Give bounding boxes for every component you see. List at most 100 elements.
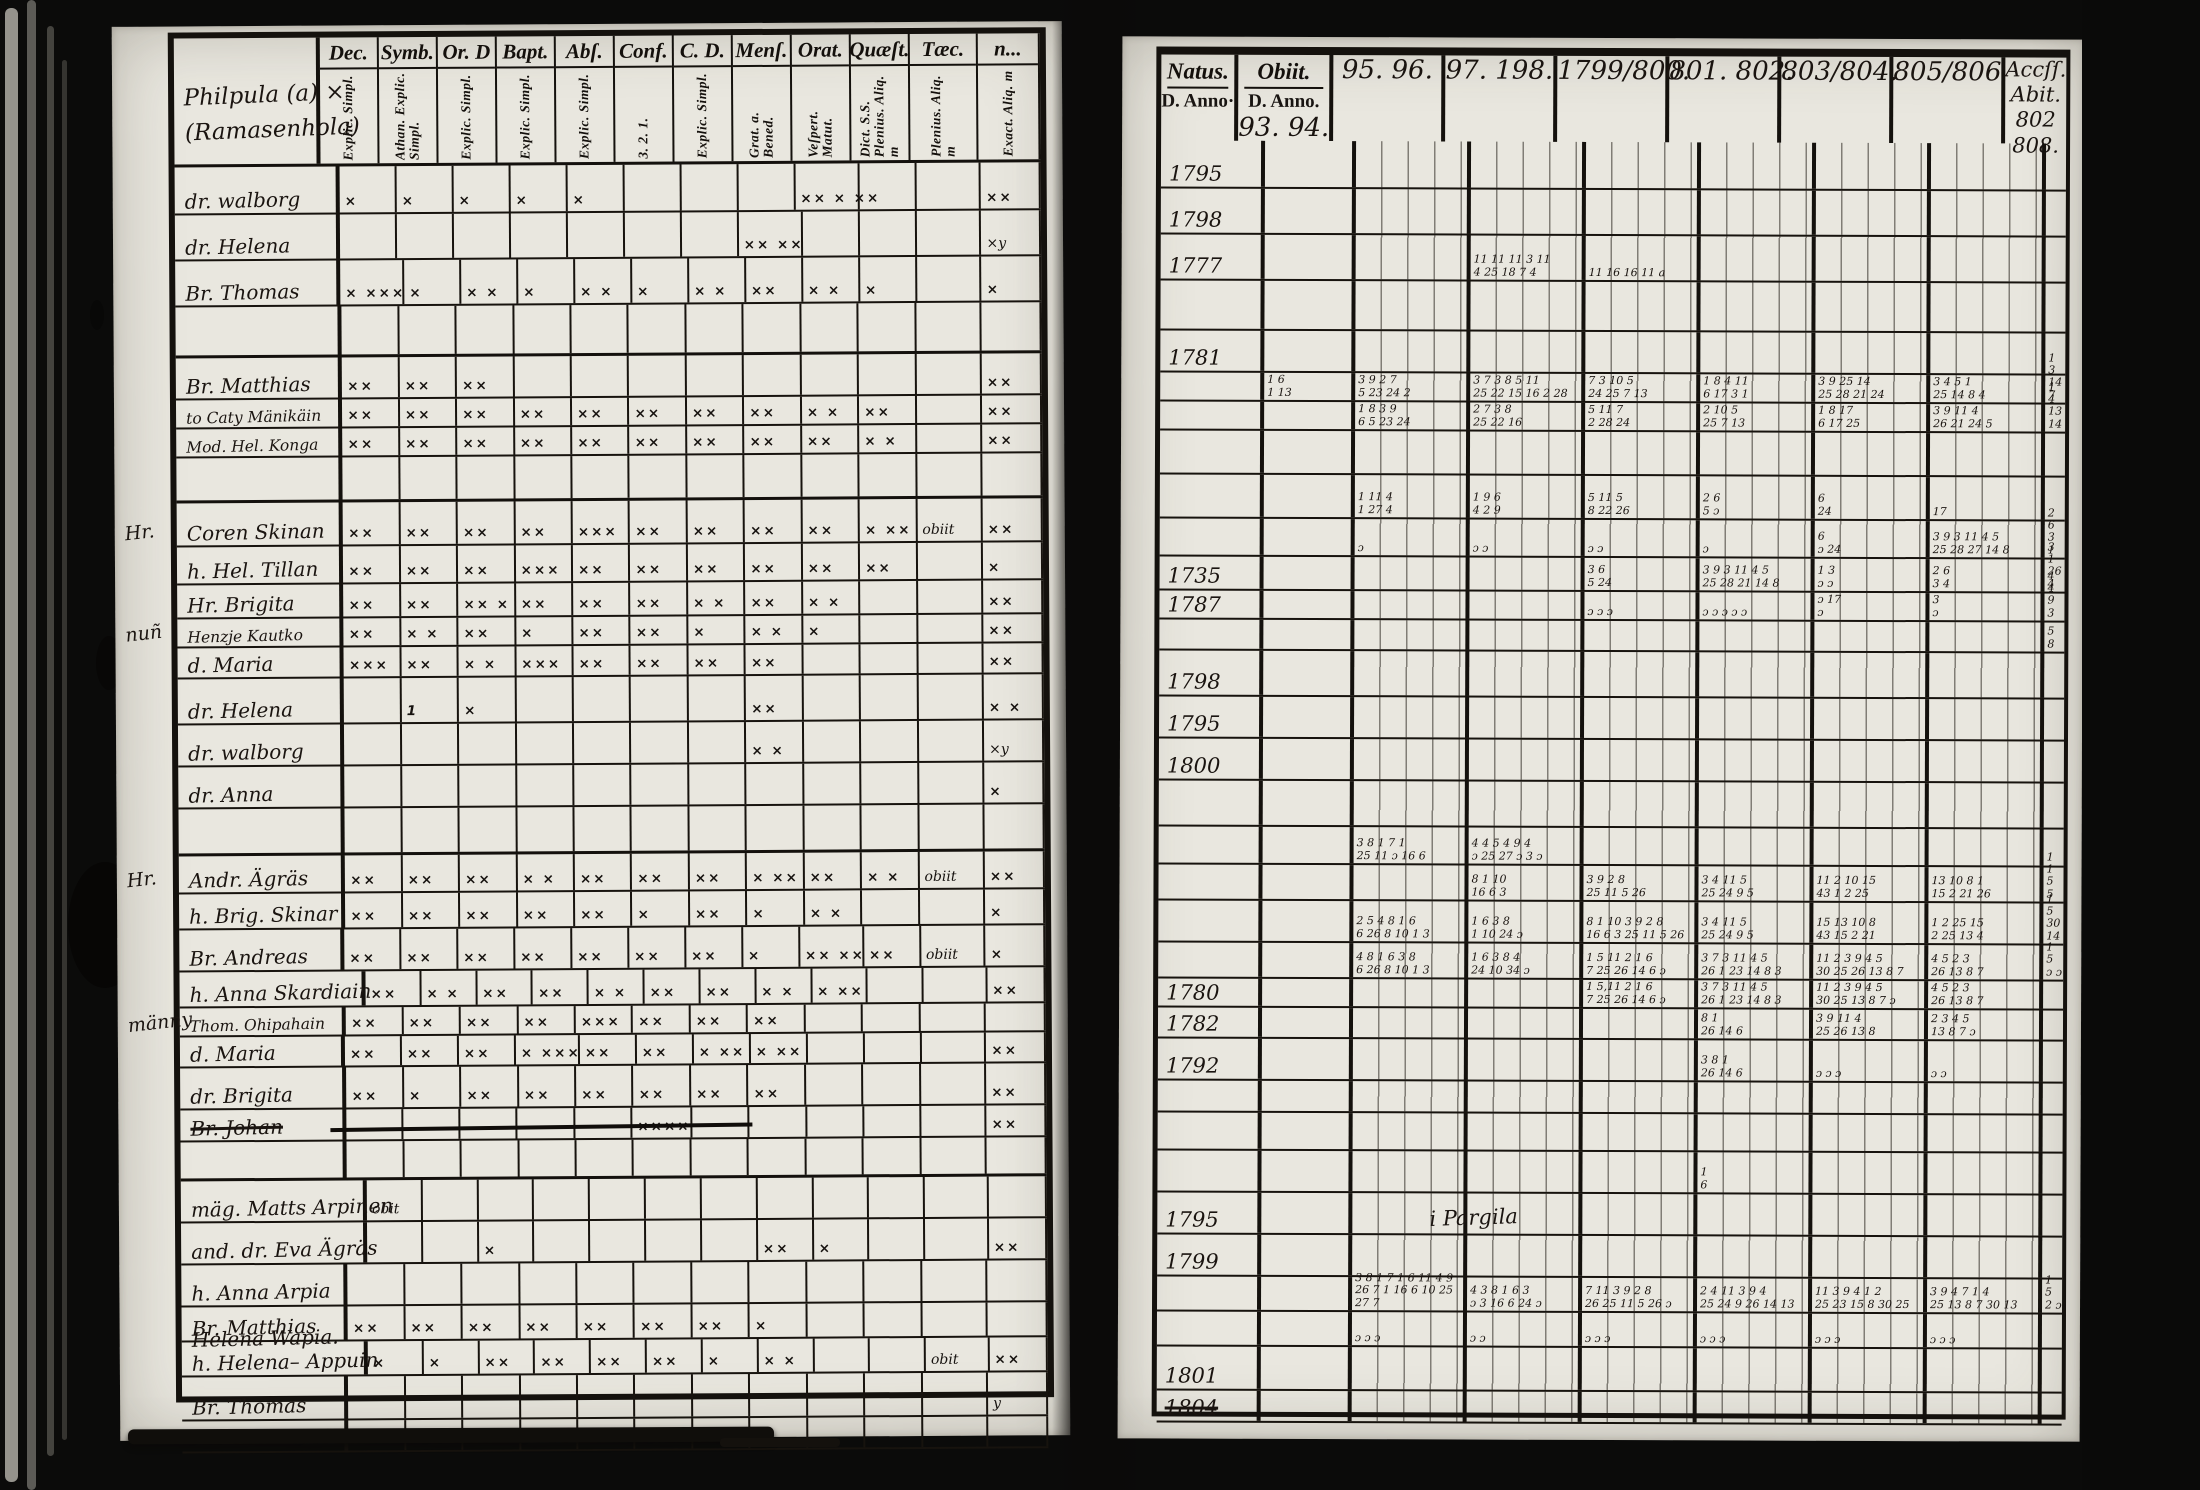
obiit-date-cell bbox=[1263, 518, 1355, 556]
empty-cell bbox=[986, 1137, 1047, 1174]
column-label: Orat. bbox=[791, 34, 849, 67]
mark-cell bbox=[867, 967, 924, 1003]
table-row: Br. Johan ×××× ×× bbox=[180, 1105, 1047, 1143]
mark-cell: × × bbox=[574, 258, 633, 304]
mark-cell: × bbox=[403, 1066, 462, 1108]
mark-cell: ×× × bbox=[458, 583, 516, 616]
person-name: Andr. Ägräs bbox=[188, 865, 309, 893]
empty-name-cell bbox=[175, 306, 343, 356]
column-header-n: n... Exact. Aliq. m bbox=[977, 33, 1041, 160]
mark-cell bbox=[803, 721, 862, 762]
mark-cell: ×× bbox=[629, 397, 688, 425]
mark-cell bbox=[861, 720, 919, 762]
mark-cell: ×× bbox=[402, 892, 461, 928]
person-name: Br. Thomas bbox=[185, 279, 300, 306]
obiit-date-cell bbox=[1263, 696, 1355, 738]
mark-cell: × bbox=[984, 889, 1046, 924]
empty-cell bbox=[576, 1139, 635, 1177]
communion-date-cell bbox=[1585, 141, 1702, 189]
obiit-date-cell bbox=[1261, 1038, 1353, 1080]
person-name: h. Anna Arpia bbox=[191, 1278, 331, 1306]
obiit-date-cell bbox=[1263, 650, 1355, 696]
mark-cell bbox=[919, 889, 986, 924]
column-sub-label: Exact. Aliq. m bbox=[1000, 70, 1016, 157]
empty-cell bbox=[689, 806, 748, 851]
person-name-cell: dr. Helena bbox=[177, 678, 345, 724]
communion-date-cell: ɔ ɔ ɔ bbox=[1811, 1313, 1927, 1348]
communion-date-cell bbox=[1467, 1151, 1583, 1192]
empty-cell bbox=[400, 456, 458, 500]
left-page-table: Philpula (a) × (Ramasenhola) Dec. Explic.… bbox=[124, 27, 1055, 1454]
mark-cell: × × bbox=[758, 1338, 815, 1372]
mark-cell bbox=[925, 1218, 989, 1259]
communion-date-cell: 3 9 11 4 25 26 13 8 bbox=[1812, 1009, 1929, 1040]
table-row: Hr. Andr. Ägräs ×× ×× ×× × × ×× ×× ×× × ×× ×× × × ob… bbox=[126, 851, 1046, 895]
mark-cell: ×× bbox=[634, 1304, 693, 1338]
table-row: mäg. Matts Arpinen obit bbox=[180, 1176, 1047, 1224]
column-label: Tæc. bbox=[909, 33, 976, 67]
mark-cell: ×× bbox=[687, 500, 746, 543]
communion-date-cell: 11 11 11 3 11 4 25 18 7 4 bbox=[1470, 235, 1586, 280]
mark-cell: ×× bbox=[343, 584, 402, 617]
mark-cell: ×× bbox=[628, 927, 687, 968]
mark-cell: ×× bbox=[460, 892, 518, 927]
obiit-date-cell bbox=[1261, 1192, 1353, 1234]
mark-cell: ×× bbox=[518, 1006, 576, 1034]
column-label: Symb. bbox=[378, 36, 436, 70]
table-row bbox=[176, 453, 1043, 504]
column-sub: Explic. Simpl. bbox=[518, 68, 533, 162]
communion-date-cell: 6 24 bbox=[1814, 476, 1930, 520]
mark-cell bbox=[869, 1218, 926, 1260]
person-name-cell: Mod. Hel. Konga bbox=[176, 428, 343, 457]
mark-cell: ×× bbox=[989, 1337, 1048, 1371]
mark-cell bbox=[916, 256, 982, 302]
mark-cell bbox=[918, 720, 985, 761]
mark-cell bbox=[922, 1302, 988, 1336]
margin-annotation: männy bbox=[126, 1008, 194, 1038]
person-name: h. Hel. Tillan bbox=[186, 556, 319, 584]
obiit-date-cell bbox=[1261, 1007, 1354, 1038]
mark-cell: ×× bbox=[535, 1340, 592, 1374]
natus-year: 1798 bbox=[1167, 669, 1221, 694]
communion-date-cell bbox=[1930, 333, 2046, 374]
person-name-cell: d. Maria bbox=[179, 1036, 346, 1067]
communion-date-cell bbox=[1929, 653, 2045, 698]
column-label: Abſ. bbox=[555, 35, 613, 69]
natus-year: 1804 bbox=[1164, 1395, 1219, 1420]
person-name: Br. Andreas bbox=[189, 943, 309, 971]
mark-cell: × bbox=[702, 1338, 759, 1373]
table-row: 1800 bbox=[1158, 738, 2064, 784]
communion-date-cell bbox=[1352, 1039, 1468, 1080]
empty-cell bbox=[687, 455, 745, 498]
column-sub: Explic. Simpl. bbox=[695, 67, 710, 161]
mark-cell: ×× bbox=[633, 1005, 691, 1033]
table-row bbox=[1157, 1112, 2063, 1154]
natus-year-cell bbox=[1159, 518, 1264, 555]
communion-date-cell: 2 3 4 5 13 8 7 ɔ bbox=[1927, 1010, 2044, 1040]
mark-cell: ×× bbox=[460, 1006, 519, 1034]
person-name: and. dr. Eva Ägräs bbox=[190, 1235, 378, 1264]
column-header-conf: Conf. 3. 2. 1. bbox=[614, 35, 675, 162]
mark-cell: × bbox=[631, 258, 690, 303]
empty-cell bbox=[863, 1137, 922, 1175]
mark-cell: × bbox=[859, 257, 917, 302]
mark-cell: ×× bbox=[514, 427, 573, 455]
column-header-ord: Or. D Explic. Simpl. bbox=[437, 36, 498, 163]
mark-cell: × × bbox=[401, 617, 459, 646]
mark-cell: ×× bbox=[630, 616, 689, 644]
natus-year-cell: 1780 bbox=[1158, 978, 1263, 1006]
access-abiit-cell bbox=[2045, 237, 2066, 282]
mark-cell bbox=[396, 213, 454, 259]
communion-date-cell bbox=[1815, 236, 1931, 282]
table-row bbox=[1158, 780, 2064, 830]
table-row: dr. Brigita ×× × ×× ×× ×× ×× ×× ×× ×× bbox=[180, 1063, 1047, 1111]
communion-date-cell bbox=[1470, 331, 1586, 372]
communion-date-cell: 8 1 10 3 9 2 8 16 6 3 25 11 5 26 bbox=[1583, 901, 1699, 943]
natus-label: Natus. bbox=[1166, 58, 1229, 84]
mark-cell: × ×× bbox=[811, 968, 868, 1003]
communion-date-cell bbox=[1813, 782, 1929, 828]
obiit-date-cell bbox=[1262, 978, 1354, 1007]
